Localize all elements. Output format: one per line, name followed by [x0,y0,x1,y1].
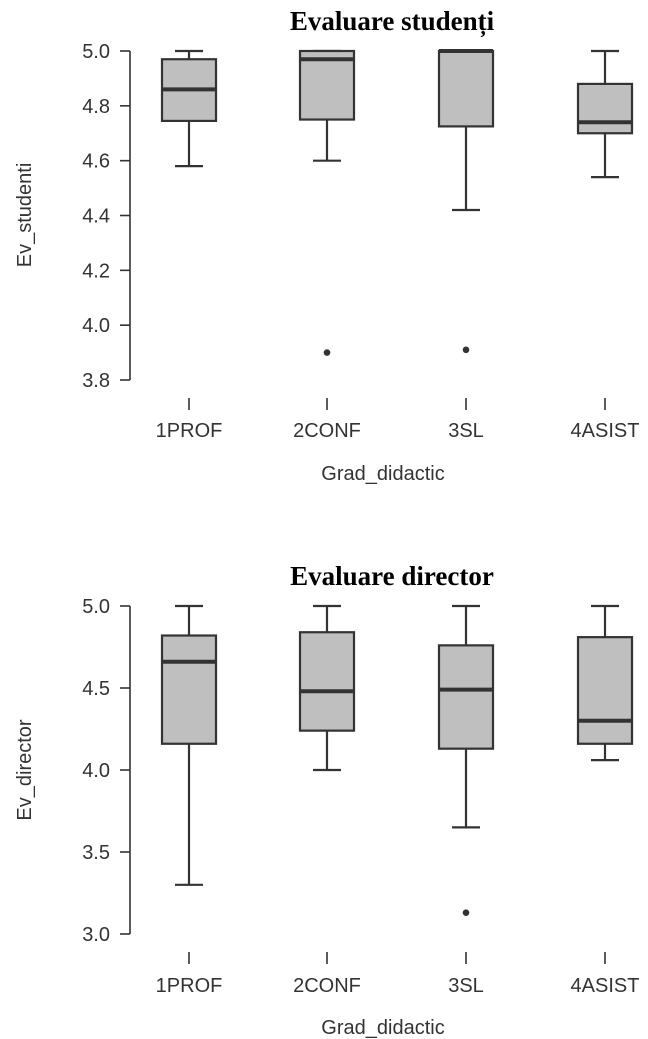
box-2CONF [298,49,356,356]
box-iqr [298,49,356,121]
box-iqr [437,49,495,128]
y-tick-label: 5.0 [82,596,110,618]
x-tick-label: 1PROF [156,975,223,997]
y-tick-label: 3.5 [82,842,110,864]
outlier-point [462,346,470,354]
box-2CONF [298,604,356,772]
y-tick-label: 4.4 [82,206,110,228]
y-axis-label: Ev_studenti [14,163,36,268]
box-1PROF [160,604,218,886]
box-iqr [437,644,495,750]
box-iqr [160,634,218,745]
box-4ASIST [576,49,634,179]
chart-evaluare-director: Evaluare director 3.0 3.5 4.0 4.5 5.0 1PROF 2… [14,561,639,1039]
box-series [160,49,634,356]
box-4ASIST [576,604,634,762]
box-3SL [437,604,495,916]
y-axis: 3.8 4.0 4.2 4.4 4.6 4.8 5.0 [82,41,131,392]
y-tick-label: 4.0 [82,760,110,782]
box-3SL [437,49,495,354]
y-axis: 3.0 3.5 4.0 4.5 5.0 [82,596,131,946]
chart-title: Evaluare studenți [290,6,495,37]
x-tick-label: 1PROF [156,420,223,442]
x-axis: 1PROF 2CONF 3SL 4ASIST [156,398,640,442]
y-tick-label: 3.8 [82,370,110,392]
x-tick-label: 3SL [448,420,484,442]
chart-evaluare-studenti: Evaluare studenți 3.84.04.24.44.64.85.0 … [14,6,639,485]
y-tick-label: 4.6 [82,151,110,173]
y-tick-label: 4.0 [82,315,110,337]
outlier-point [323,349,331,356]
outlier-point [462,909,470,916]
chart-title: Evaluare director [290,561,494,591]
y-tick-label: 3.0 [82,924,110,946]
x-tick-label: 3SL [448,975,484,997]
y-tick-label: 4.8 [82,96,110,118]
x-axis-label: Grad_didactic [321,1017,444,1039]
x-tick-label: 2CONF [293,420,361,442]
box-1PROF [160,49,218,168]
x-axis: 1PROF 2CONF 3SL 4ASIST [156,952,640,997]
x-tick-label: 4ASIST [571,975,640,997]
box-iqr [576,636,634,745]
x-tick-label: 2CONF [293,975,361,997]
y-axis-label: Ev_director [14,719,36,820]
y-tick-label: 5.0 [82,41,110,63]
x-axis-label: Grad_didactic [321,463,444,485]
box-iqr [298,631,356,732]
box-series [160,604,634,916]
y-tick-label: 4.2 [82,260,110,282]
y-tick-label: 4.5 [82,678,110,700]
x-tick-label: 4ASIST [571,420,640,442]
box-iqr [576,82,634,135]
